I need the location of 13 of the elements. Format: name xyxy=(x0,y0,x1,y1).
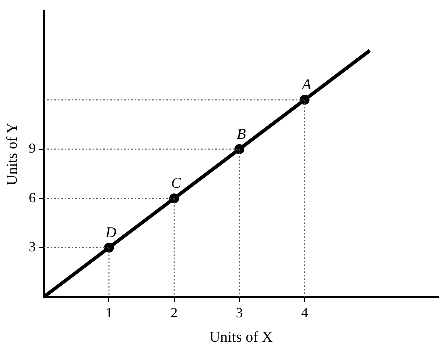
annotation: D xyxy=(104,225,117,242)
x-tick-label: 1 xyxy=(106,306,113,322)
annotation: A xyxy=(301,78,312,94)
y-axis-title: Units of Y xyxy=(4,122,21,186)
y-tick-label: 3 xyxy=(29,240,36,256)
x-tick-label: 4 xyxy=(301,306,308,322)
annotation: C xyxy=(171,176,182,192)
y-tick-label: 9 xyxy=(29,142,36,158)
x-tick-label: 3 xyxy=(236,306,244,322)
x-axis-title: Units of X xyxy=(210,330,274,346)
annotation: B xyxy=(237,126,246,143)
x-tick-label: 2 xyxy=(170,306,178,322)
y-tick-label: 6 xyxy=(29,191,36,206)
